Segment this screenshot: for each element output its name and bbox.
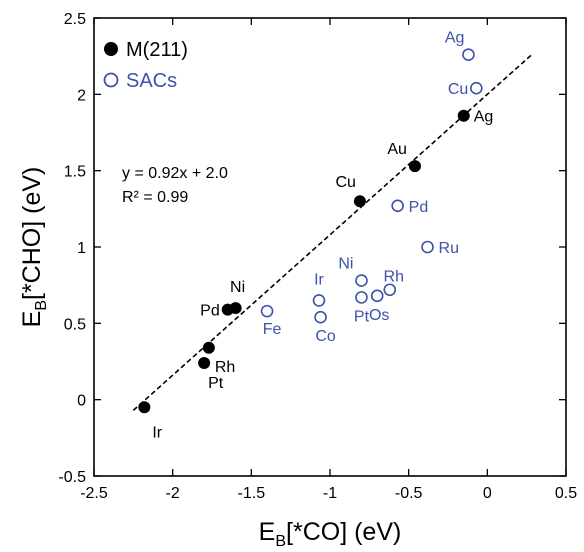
point-metal-ag — [457, 109, 470, 122]
fit-r-squared: R² = 0.99 — [122, 189, 188, 206]
x-tick-label: 0.5 — [555, 485, 577, 502]
y-tick-label: 1 — [77, 240, 86, 257]
y-axis-title: EB[*CHO] (eV) — [18, 167, 50, 328]
legend-label-metal: M(211) — [126, 39, 188, 61]
y-tick-label: 2 — [77, 87, 86, 104]
legend: M(211) SACs — [103, 39, 188, 92]
point-metal-pd — [221, 303, 234, 316]
label-sac-ru: Ru — [439, 240, 459, 257]
x-tick-label: -1 — [323, 485, 337, 502]
point-sac-cu — [470, 81, 483, 95]
label-metal-ag: Ag — [474, 109, 494, 126]
y-tick-label: 2.5 — [64, 11, 86, 28]
label-metal-cu: Cu — [335, 174, 355, 191]
label-sac-os: Os — [369, 307, 389, 324]
label-sac-pt: Pt — [354, 308, 370, 325]
point-sac-ni — [355, 274, 368, 287]
point-sac-os — [370, 289, 384, 303]
y-tick-label: 1.5 — [64, 164, 86, 181]
x-tick-label: -2.5 — [80, 485, 108, 502]
label-sac-ni: Ni — [338, 256, 353, 273]
label-metal-ir: Ir — [152, 424, 162, 441]
fit-line — [132, 54, 532, 411]
data-points — [138, 48, 483, 414]
legend-marker-metal — [104, 42, 118, 56]
point-sac-co — [314, 310, 327, 324]
x-axis-title-sub: B — [275, 533, 286, 550]
point-metal-cu — [353, 195, 366, 208]
label-metal-rh: Rh — [215, 359, 235, 376]
label-metal-ni: Ni — [230, 279, 245, 296]
label-metal-pt: Pt — [208, 375, 224, 392]
y-tick-label: -0.5 — [58, 469, 86, 486]
label-sac-ag: Ag — [445, 30, 465, 47]
label-metal-pd: Pd — [200, 303, 220, 320]
point-metal-au — [408, 160, 421, 173]
x-tick-label: 0 — [483, 485, 492, 502]
point-sac-ru — [421, 240, 434, 254]
y-axis-title-sub: B — [33, 300, 50, 311]
label-metal-au: Au — [387, 141, 407, 158]
y-axis-title-rest: [*CHO] (eV) — [18, 167, 46, 300]
point-sac-pd — [391, 199, 404, 213]
x-axis-title-rest: [*CO] (eV) — [286, 518, 401, 546]
legend-label-sac: SACs — [126, 70, 177, 92]
label-sac-co: Co — [315, 328, 336, 345]
x-axis-title: EB[*CO] (eV) — [259, 518, 402, 550]
x-tick-label: -2 — [166, 485, 180, 502]
point-sac-fe — [260, 304, 274, 318]
y-tick-label: 0.5 — [64, 316, 86, 333]
point-sac-ir — [312, 294, 326, 307]
point-sac-pt — [355, 291, 368, 304]
point-metal-ir — [138, 401, 151, 414]
y-tick-label: 0 — [77, 393, 86, 410]
point-sac-rh — [383, 283, 397, 297]
x-tick-label: -0.5 — [395, 485, 423, 502]
axis-ticks: -2.5 -2 -1.5 -1 -0.5 0 0.5 -0.5 0 0.5 1 1.5 2 2.5 — [58, 11, 577, 502]
plot-frame — [93, 17, 567, 477]
x-tick-label: -1.5 — [238, 485, 266, 502]
fit-equation: y = 0.92x + 2.0 — [122, 165, 228, 182]
y-axis-title-main: E — [18, 311, 46, 328]
point-metal-rh — [202, 341, 215, 354]
x-axis-title-main: E — [259, 518, 276, 546]
label-sac-fe: Fe — [263, 321, 282, 338]
label-sac-cu: Cu — [448, 81, 468, 98]
label-sac-pd: Pd — [409, 199, 429, 216]
label-sac-ir: Ir — [314, 271, 324, 288]
legend-marker-sac — [103, 72, 119, 88]
point-metal-pt — [198, 357, 211, 370]
point-sac-ag — [462, 48, 475, 61]
label-sac-rh: Rh — [384, 269, 404, 286]
